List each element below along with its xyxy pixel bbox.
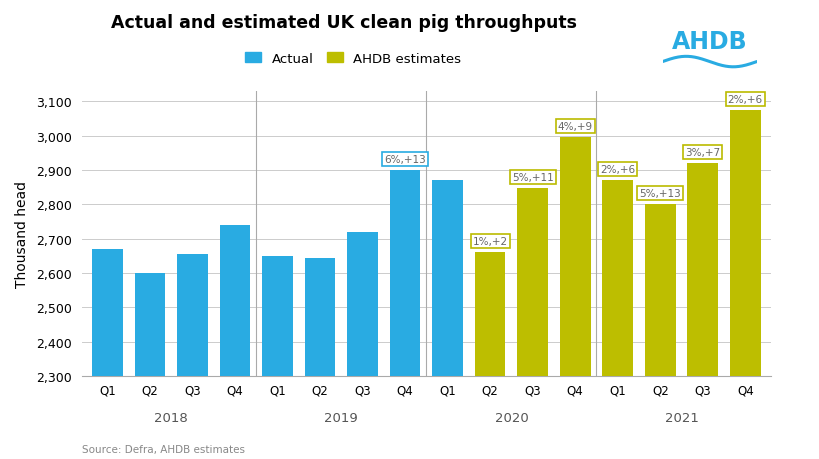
Y-axis label: Thousand head: Thousand head [16, 181, 29, 287]
Text: 6%,+13: 6%,+13 [384, 155, 426, 164]
Bar [517, 189, 547, 376]
Text: 5%,+13: 5%,+13 [639, 189, 681, 199]
Text: 4%,+9: 4%,+9 [557, 122, 592, 132]
Text: 2020: 2020 [494, 411, 527, 424]
Bar [602, 181, 632, 376]
Bar [432, 181, 463, 376]
Bar [219, 225, 250, 376]
Bar [262, 257, 292, 376]
Bar [686, 164, 717, 376]
Text: Actual and estimated UK clean pig throughputs: Actual and estimated UK clean pig throug… [111, 14, 577, 32]
Text: 5%,+11: 5%,+11 [511, 172, 553, 182]
Text: 1%,+2: 1%,+2 [472, 237, 507, 247]
Text: AHDB: AHDB [671, 30, 746, 54]
Bar [559, 138, 590, 376]
Bar [347, 232, 378, 376]
Text: Source: Defra, AHDB estimates: Source: Defra, AHDB estimates [82, 444, 245, 454]
Text: 2018: 2018 [154, 411, 188, 424]
Text: 2%,+6: 2%,+6 [600, 165, 635, 175]
Bar [177, 255, 207, 376]
Text: 2%,+6: 2%,+6 [726, 95, 762, 105]
Legend: Actual, AHDB estimates: Actual, AHDB estimates [240, 47, 466, 71]
Bar [134, 274, 165, 376]
Bar [729, 111, 760, 376]
Text: 2019: 2019 [324, 411, 358, 424]
Bar [645, 205, 675, 376]
Bar [305, 258, 335, 376]
Text: 2021: 2021 [663, 411, 698, 424]
Bar [92, 250, 123, 376]
Text: 3%,+7: 3%,+7 [685, 148, 719, 157]
Bar [474, 253, 505, 376]
Bar [389, 171, 420, 376]
